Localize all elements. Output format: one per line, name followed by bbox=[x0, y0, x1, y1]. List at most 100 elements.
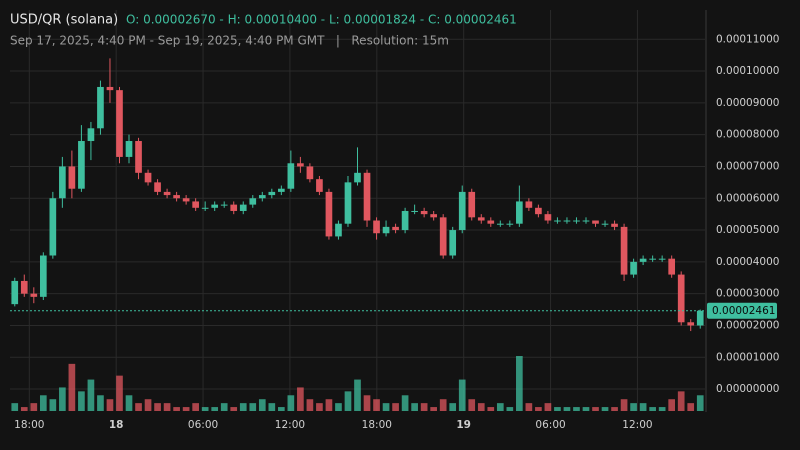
x-tick-label: 18:00 bbox=[362, 419, 392, 431]
volume-bar bbox=[496, 403, 504, 411]
candle-body bbox=[458, 191, 466, 231]
volume-bar bbox=[125, 395, 133, 411]
volume-bar bbox=[487, 407, 495, 411]
candle-body bbox=[59, 166, 66, 199]
x-tick-label: 12:00 bbox=[275, 419, 305, 431]
volume-bar bbox=[535, 407, 542, 411]
volume-bar bbox=[268, 403, 276, 411]
candle-body bbox=[344, 182, 352, 224]
candle-body bbox=[601, 223, 609, 225]
candle-body bbox=[144, 172, 152, 183]
candle-body bbox=[573, 220, 580, 222]
candle-body bbox=[97, 86, 104, 129]
candle-body bbox=[382, 226, 390, 234]
x-tick-label: 18 bbox=[109, 419, 124, 431]
y-tick-label: 0.00010000 bbox=[716, 65, 779, 77]
x-tick-label: 19 bbox=[456, 419, 471, 431]
candle-body bbox=[544, 214, 552, 221]
candle-body bbox=[325, 191, 333, 237]
volume-bar bbox=[373, 399, 380, 411]
candle-body bbox=[468, 191, 476, 218]
volume-bar bbox=[220, 403, 228, 411]
candle-body bbox=[401, 210, 409, 231]
volume-bar bbox=[182, 407, 190, 411]
volume-bar bbox=[573, 407, 580, 411]
volume-bar bbox=[592, 407, 599, 411]
volume-bar bbox=[439, 399, 447, 411]
candle-body bbox=[658, 258, 666, 260]
volume-bar bbox=[49, 399, 57, 411]
candle-body bbox=[278, 188, 285, 192]
volume-bar bbox=[20, 407, 28, 411]
volume-bar bbox=[601, 407, 609, 411]
candle-body bbox=[516, 201, 523, 224]
candle-body bbox=[487, 220, 495, 224]
candle-body bbox=[477, 217, 485, 221]
candle-body bbox=[182, 198, 190, 202]
volume-bar bbox=[563, 407, 571, 411]
candle-body bbox=[439, 217, 447, 256]
y-tick-label: 0.00011000 bbox=[716, 33, 779, 45]
volume-bar bbox=[658, 407, 666, 411]
volume-bar bbox=[154, 403, 161, 411]
candle-body bbox=[211, 204, 219, 208]
candle-body bbox=[249, 198, 257, 205]
volume-bar bbox=[382, 403, 390, 411]
x-tick-label: 12:00 bbox=[622, 419, 652, 431]
candles bbox=[11, 58, 704, 332]
candle-body bbox=[554, 220, 561, 222]
y-tick-label: 0.00007000 bbox=[716, 160, 779, 172]
last-price-tag bbox=[707, 302, 777, 319]
candle-body bbox=[39, 255, 47, 297]
volume-bar bbox=[97, 395, 104, 411]
volume-bar bbox=[354, 379, 361, 411]
volume-bar bbox=[430, 407, 437, 411]
candle-body bbox=[163, 191, 171, 196]
volume-bar bbox=[506, 407, 514, 411]
candle-body bbox=[68, 166, 76, 189]
candle-body bbox=[230, 204, 238, 211]
candle-body bbox=[20, 280, 28, 294]
y-tick-label: 0.00009000 bbox=[716, 97, 779, 109]
volume-bar bbox=[144, 399, 152, 411]
volume-bar bbox=[344, 391, 352, 411]
candle-body bbox=[201, 207, 209, 209]
y-tick-label: 0.00008000 bbox=[716, 129, 779, 141]
y-tick-label: 0.00003000 bbox=[716, 288, 779, 300]
candle-body bbox=[506, 223, 514, 225]
volume-bar bbox=[230, 407, 238, 411]
candle-body bbox=[563, 220, 571, 222]
candle-body bbox=[116, 90, 123, 157]
volume-bar bbox=[287, 395, 295, 411]
volume-bar bbox=[211, 407, 219, 411]
volume-bar bbox=[325, 399, 333, 411]
volume-bar bbox=[68, 363, 76, 411]
candle-body bbox=[363, 172, 371, 221]
y-tick-label: 0.00005000 bbox=[716, 224, 779, 236]
volume-bar bbox=[163, 403, 171, 411]
volume-bar bbox=[363, 395, 371, 411]
volume-bar bbox=[468, 399, 476, 411]
volume-bar bbox=[554, 407, 561, 411]
volume-bar bbox=[106, 399, 114, 411]
volume-bar bbox=[192, 403, 199, 411]
candle-body bbox=[354, 172, 361, 183]
candle-body bbox=[668, 258, 676, 275]
chart-title: USD/QR (solana) bbox=[10, 13, 118, 28]
candle-body bbox=[49, 198, 57, 256]
volume-bar bbox=[525, 403, 533, 411]
volume-bar bbox=[278, 407, 285, 411]
volume-bar bbox=[449, 403, 457, 411]
volume-bar bbox=[687, 403, 695, 411]
candle-body bbox=[106, 86, 114, 91]
candle-body bbox=[125, 141, 133, 157]
volume-bar bbox=[630, 403, 637, 411]
candle-body bbox=[173, 195, 180, 199]
volume-bar bbox=[78, 391, 85, 411]
volume-bar bbox=[420, 403, 428, 411]
volume-bar bbox=[30, 403, 38, 411]
candle-body bbox=[620, 226, 628, 275]
candle-body bbox=[420, 210, 428, 215]
